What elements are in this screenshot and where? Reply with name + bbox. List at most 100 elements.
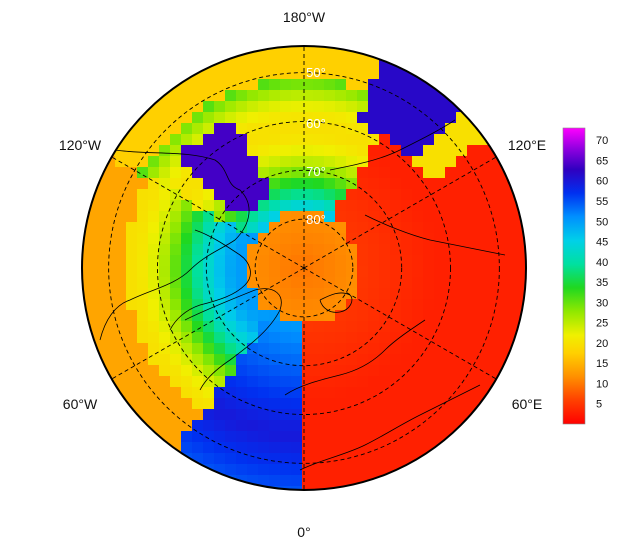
data-cell: [126, 321, 138, 333]
data-cell: [247, 90, 259, 102]
data-cell: [489, 321, 501, 333]
data-cell: [137, 310, 149, 322]
data-cell: [324, 123, 336, 135]
data-cell: [445, 200, 457, 212]
data-cell: [159, 321, 171, 333]
data-cell: [104, 299, 116, 311]
data-cell: [225, 156, 237, 168]
data-cell: [291, 387, 303, 399]
data-cell: [346, 112, 358, 124]
data-cell: [346, 431, 358, 443]
data-cell: [467, 156, 479, 168]
data-cell: [368, 156, 380, 168]
data-cell: [203, 145, 215, 157]
data-cell: [390, 233, 402, 245]
data-cell: [170, 332, 182, 344]
data-cell: [203, 90, 215, 102]
data-cell: [214, 354, 226, 366]
data-cell: [511, 167, 523, 179]
data-cell: [280, 464, 292, 476]
data-cell: [467, 354, 479, 366]
data-cell: [203, 431, 215, 443]
data-cell: [203, 233, 215, 245]
data-cell: [313, 222, 325, 234]
data-cell: [225, 255, 237, 267]
data-cell: [181, 387, 193, 399]
data-cell: [357, 123, 369, 135]
data-cell: [214, 475, 226, 487]
data-cell: [280, 266, 292, 278]
data-cell: [236, 57, 248, 69]
data-cell: [159, 145, 171, 157]
data-cell: [247, 255, 259, 267]
data-cell: [203, 189, 215, 201]
data-cell: [412, 101, 424, 113]
data-cell: [379, 442, 391, 454]
data-cell: [247, 398, 259, 410]
data-cell: [236, 145, 248, 157]
data-cell: [412, 145, 424, 157]
data-cell: [379, 398, 391, 410]
data-cell: [247, 431, 259, 443]
data-cell: [280, 398, 292, 410]
data-cell: [280, 299, 292, 311]
data-cell: [291, 354, 303, 366]
data-cell: [313, 464, 325, 476]
data-cell: [500, 266, 512, 278]
data-cell: [423, 211, 435, 223]
data-cell: [236, 200, 248, 212]
data-cell: [478, 233, 490, 245]
data-cell: [313, 475, 325, 487]
colorbar-tick-label: 70: [596, 135, 608, 147]
data-field: [82, 46, 526, 490]
data-cell: [137, 112, 149, 124]
data-cell: [412, 321, 424, 333]
data-cell: [203, 420, 215, 432]
data-cell: [148, 409, 160, 421]
data-cell: [456, 343, 468, 355]
data-cell: [170, 211, 182, 223]
data-cell: [335, 464, 347, 476]
data-cell: [346, 376, 358, 388]
lon-label-top: 180°W: [283, 9, 326, 25]
data-cell: [159, 178, 171, 190]
data-cell: [467, 310, 479, 322]
data-cell: [104, 233, 116, 245]
data-cell: [115, 354, 127, 366]
data-cell: [236, 464, 248, 476]
data-cell: [247, 167, 259, 179]
lat-label-60: 60°: [306, 116, 326, 131]
data-cell: [445, 310, 457, 322]
data-cell: [500, 222, 512, 234]
data-cell: [203, 123, 215, 135]
data-cell: [280, 244, 292, 256]
data-cell: [379, 420, 391, 432]
data-cell: [214, 420, 226, 432]
data-cell: [335, 420, 347, 432]
data-cell: [181, 420, 193, 432]
data-cell: [225, 387, 237, 399]
data-cell: [137, 123, 149, 135]
data-cell: [313, 299, 325, 311]
data-cell: [346, 321, 358, 333]
data-cell: [247, 343, 259, 355]
data-cell: [467, 365, 479, 377]
data-cell: [192, 255, 204, 267]
data-cell: [489, 167, 501, 179]
data-cell: [214, 343, 226, 355]
data-cell: [203, 387, 215, 399]
data-cell: [104, 255, 116, 267]
data-cell: [423, 178, 435, 190]
data-cell: [225, 123, 237, 135]
data-cell: [258, 442, 270, 454]
data-cell: [126, 409, 138, 421]
data-cell: [423, 90, 435, 102]
data-cell: [302, 376, 314, 388]
data-cell: [445, 211, 457, 223]
data-cell: [203, 376, 215, 388]
data-cell: [137, 398, 149, 410]
data-cell: [148, 178, 160, 190]
data-cell: [225, 167, 237, 179]
data-cell: [192, 266, 204, 278]
data-cell: [401, 222, 413, 234]
